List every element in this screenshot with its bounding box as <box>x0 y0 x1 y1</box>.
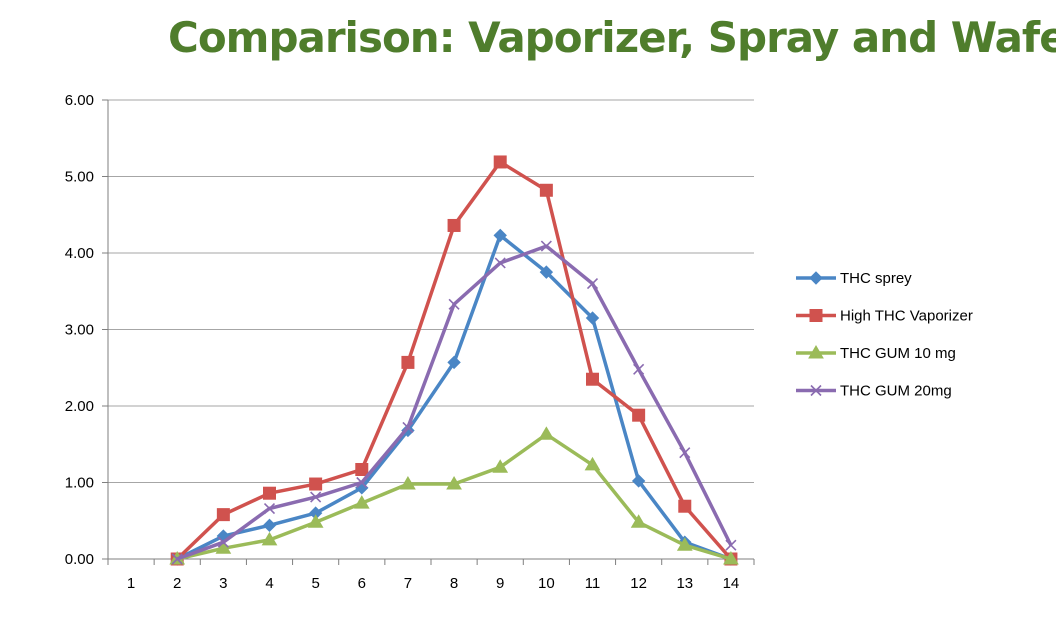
data-point <box>679 447 691 459</box>
y-tick-label: 4.00 <box>65 245 94 262</box>
data-point <box>538 426 555 440</box>
data-point <box>678 499 692 513</box>
x-tick-label: 1 <box>127 575 135 592</box>
series-0 <box>170 228 738 566</box>
legend-marker <box>809 309 823 322</box>
data-point <box>355 462 369 476</box>
legend-marker <box>810 384 822 397</box>
x-tick-label: 7 <box>404 575 412 592</box>
data-point <box>447 355 461 370</box>
legend-label: THC GUM 10 mg <box>840 345 956 362</box>
x-tick-label: 11 <box>585 575 601 592</box>
chart-title: Comparison: Vaporizer, Spray and Wafer <box>168 13 1056 62</box>
data-point <box>630 514 647 528</box>
legend-item-3: THC GUM 20mg <box>796 383 952 400</box>
data-point <box>586 372 599 386</box>
data-point <box>585 311 600 325</box>
data-point <box>307 514 324 528</box>
data-point <box>309 477 323 491</box>
data-point <box>217 536 229 548</box>
data-point <box>215 540 232 554</box>
series-line <box>176 233 732 561</box>
series-3 <box>171 240 737 565</box>
data-point <box>725 539 737 551</box>
x-tick-label: 6 <box>358 575 366 592</box>
legend: THC sprey High THC Vaporizer THC GUM 10 mg… <box>796 270 973 400</box>
data-point <box>353 495 370 509</box>
data-point <box>261 531 278 546</box>
data-point <box>633 363 645 375</box>
x-tick-label: 3 <box>219 575 227 592</box>
data-point <box>263 502 276 515</box>
legend-item-1: High THC Vaporizer <box>796 308 973 325</box>
data-point <box>723 551 739 565</box>
data-point <box>492 459 509 473</box>
y-tick-label: 2.00 <box>65 398 94 415</box>
series-group <box>169 155 739 566</box>
data-point <box>448 298 460 310</box>
series-line <box>176 244 733 561</box>
data-point <box>586 278 599 290</box>
data-point <box>262 518 277 533</box>
data-point <box>494 257 506 269</box>
data-point <box>493 155 507 169</box>
legend-label: High THC Vaporizer <box>840 308 973 325</box>
legend-label: THC GUM 20mg <box>840 383 952 400</box>
x-tick-label: 8 <box>450 575 458 592</box>
x-tick-label: 13 <box>676 575 693 592</box>
data-point <box>632 408 646 422</box>
gridlines <box>108 99 754 483</box>
data-point <box>631 474 646 488</box>
data-point <box>401 355 415 369</box>
data-point <box>400 476 416 490</box>
x-tick-label: 10 <box>538 575 555 592</box>
x-tick-label: 5 <box>311 575 319 592</box>
legend-item-2: THC GUM 10 mg <box>796 345 956 362</box>
x-tick-label: 4 <box>265 575 273 592</box>
data-point <box>447 218 461 232</box>
data-point <box>310 491 322 503</box>
data-point <box>263 486 276 500</box>
x-tick-label: 14 <box>723 575 740 592</box>
data-point <box>402 421 414 433</box>
data-point <box>539 183 553 197</box>
axes: 0.001.002.003.004.005.006.001 2 3 4 5 6 7 8 9 10 1… <box>65 92 755 592</box>
legend-marker <box>809 271 823 285</box>
legend-label: THC sprey <box>840 270 912 287</box>
x-tick-label: 9 <box>496 575 504 592</box>
y-tick-label: 0.00 <box>65 551 94 568</box>
x-tick-label: 12 <box>630 575 647 592</box>
y-tick-label: 6.00 <box>65 92 94 109</box>
data-point <box>446 476 462 490</box>
data-point <box>356 476 368 489</box>
data-point <box>584 456 601 471</box>
data-point <box>171 553 183 565</box>
data-point <box>539 265 554 279</box>
y-tick-label: 5.00 <box>65 169 94 186</box>
y-tick-label: 3.00 <box>65 322 94 339</box>
data-point <box>216 508 230 522</box>
data-point <box>676 537 693 551</box>
data-point <box>540 240 552 252</box>
y-tick-label: 1.00 <box>65 475 94 492</box>
legend-item-0: THC sprey <box>796 270 912 287</box>
data-point <box>493 228 507 243</box>
series-2 <box>169 426 739 565</box>
x-tick-label: 2 <box>173 575 181 592</box>
legend-marker <box>808 345 824 359</box>
